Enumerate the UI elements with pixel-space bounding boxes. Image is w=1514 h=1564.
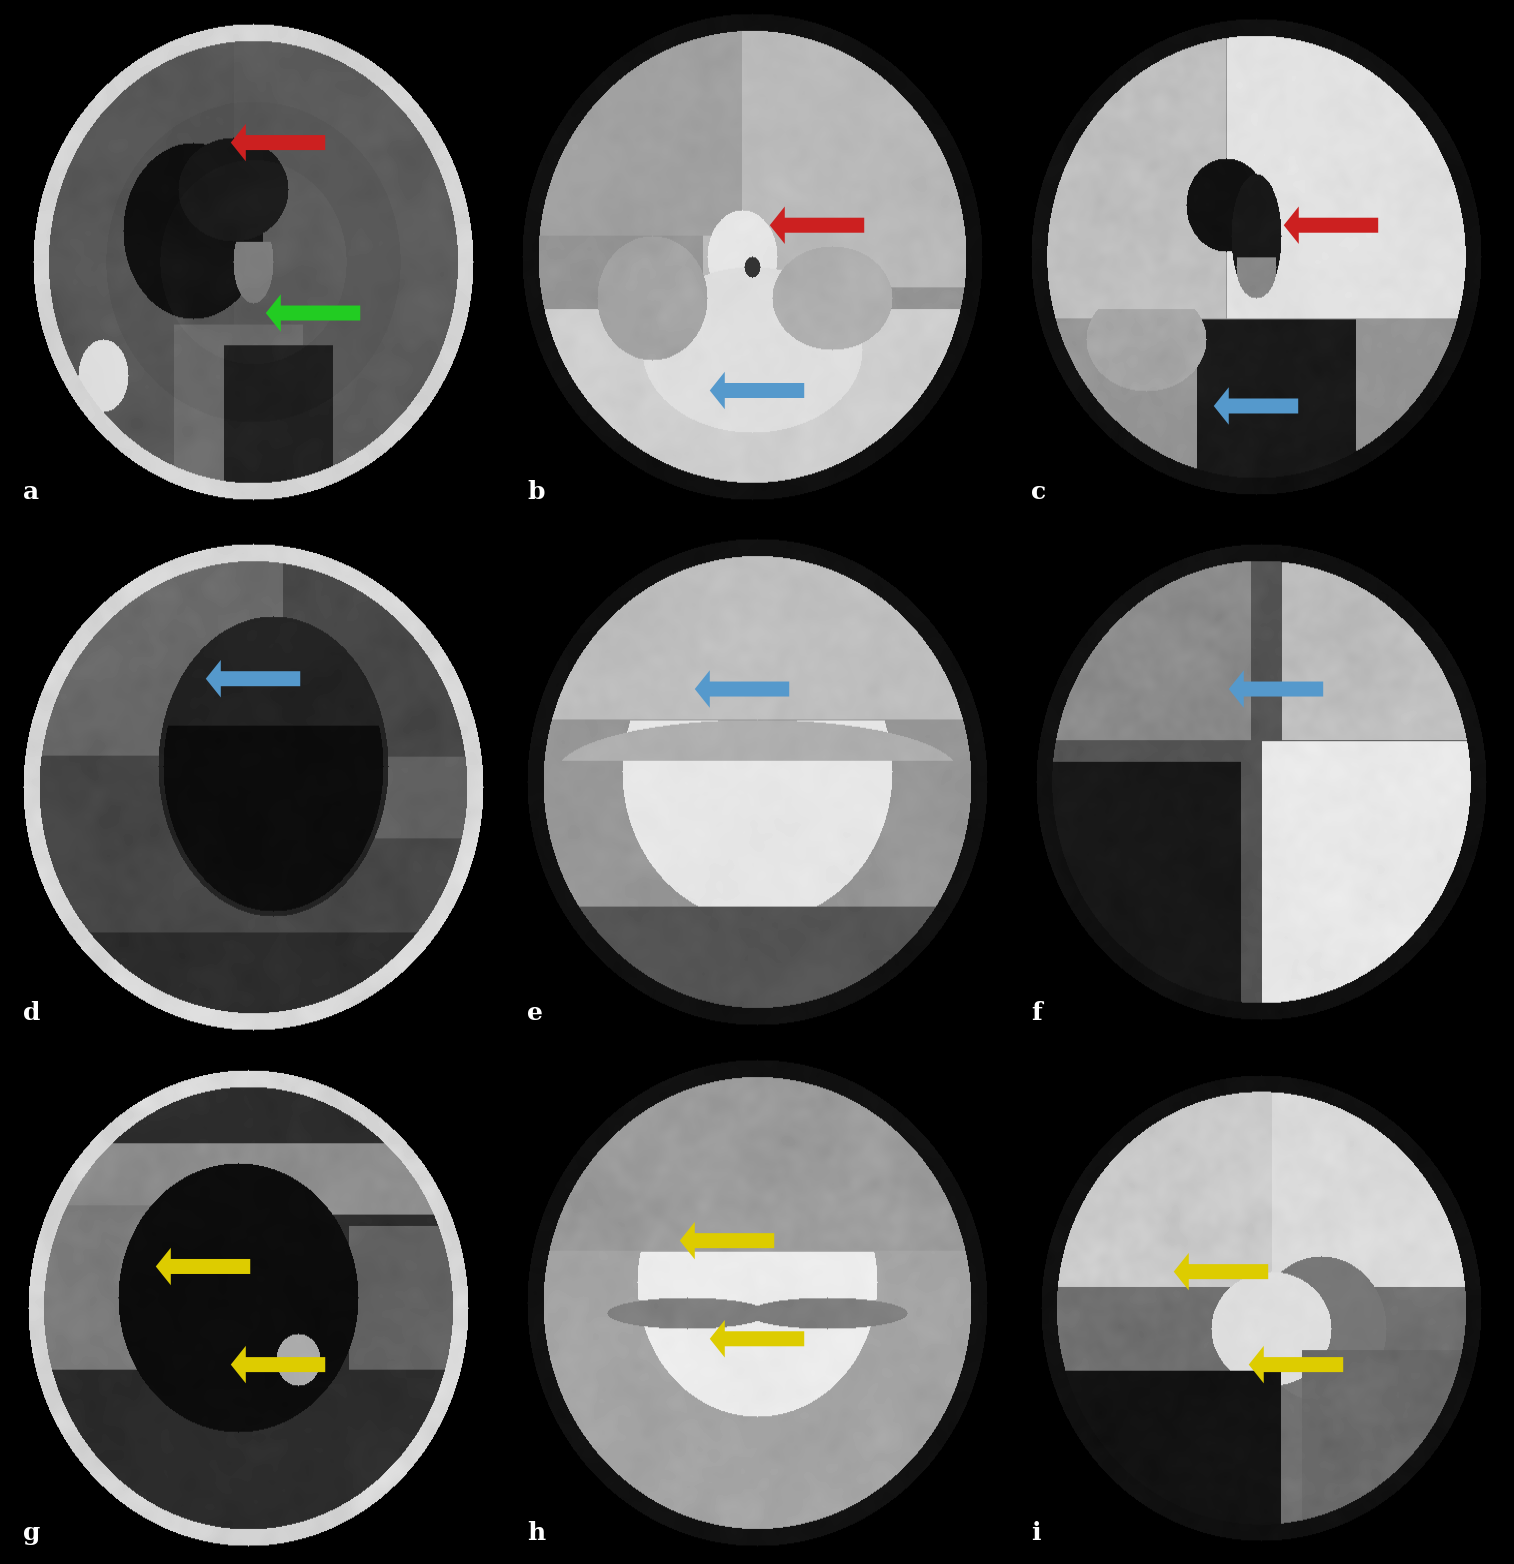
Text: i: i bbox=[1031, 1522, 1040, 1545]
Text: e: e bbox=[527, 1001, 544, 1024]
Text: b: b bbox=[527, 480, 545, 504]
Text: h: h bbox=[527, 1522, 545, 1545]
Text: c: c bbox=[1031, 480, 1046, 504]
Text: f: f bbox=[1031, 1001, 1042, 1024]
Text: d: d bbox=[23, 1001, 41, 1024]
Text: a: a bbox=[23, 480, 39, 504]
Text: g: g bbox=[23, 1522, 41, 1545]
